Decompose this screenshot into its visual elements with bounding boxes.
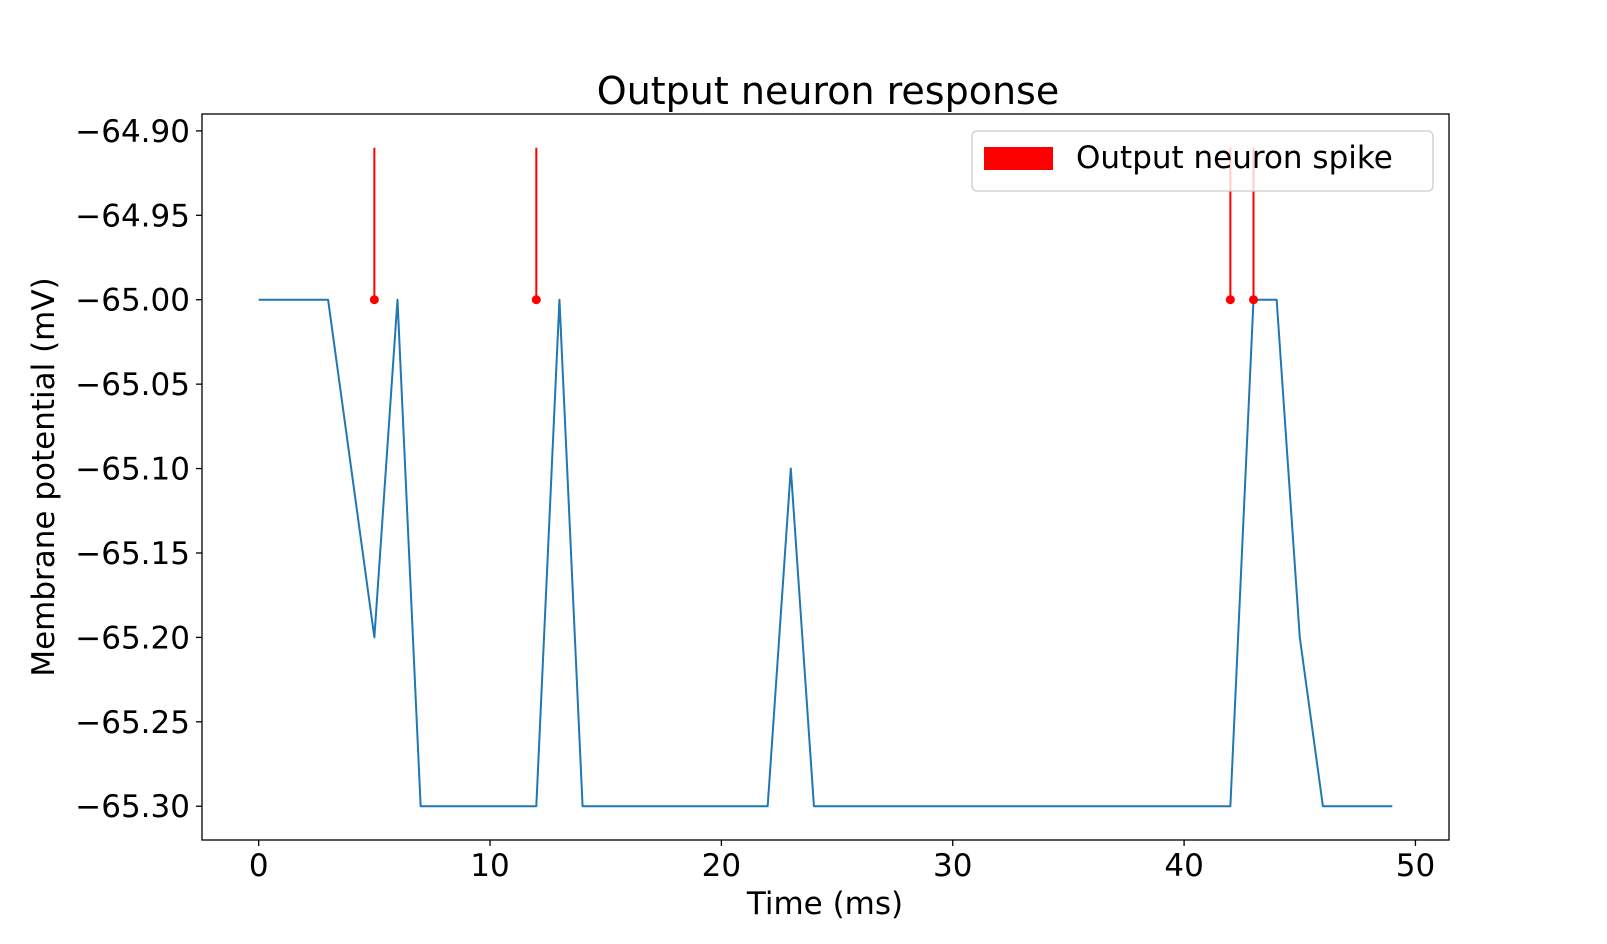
legend-box [971,130,1434,192]
y-axis: −64.90 −64.95 −65.00 −65.05 −65.10 −65.15 −65.… [75,114,202,825]
y-tick-label: −65.10 [75,452,190,488]
x-axis-label: Time (ms) [746,886,903,922]
y-tick-label: −65.30 [75,789,190,825]
y-axis-label: Membrane potential (mV) [26,277,62,676]
x-tick-label: 20 [702,848,741,884]
series-line-layer [258,298,1393,808]
spike-marker [1225,295,1235,305]
x-tick-label: 50 [1396,848,1435,884]
membrane-potential-line [258,298,1393,808]
y-tick-label: −64.95 [75,198,190,234]
x-tick-label: 40 [1164,848,1203,884]
x-axis: 0 10 20 30 40 50 [249,840,1435,884]
legend: Output neuron spike [971,130,1434,192]
spike-marker [369,295,379,305]
axes-frame [201,113,1450,841]
spike-marker [1249,295,1259,305]
y-tick-label: −65.20 [75,620,190,656]
y-tick-label: −65.00 [75,283,190,319]
y-tick-label: −65.25 [75,705,190,741]
x-tick-label: 0 [249,848,269,884]
y-tick-label: −64.90 [75,114,190,150]
chart-title: Output neuron response [597,69,1059,113]
legend-label: Output neuron spike [1076,140,1393,176]
y-tick-label: −65.05 [75,367,190,403]
x-tick-label: 30 [933,848,972,884]
spike-marker [531,295,541,305]
y-tick-label: −65.15 [75,536,190,572]
x-tick-label: 10 [470,848,509,884]
legend-swatch [984,147,1053,170]
